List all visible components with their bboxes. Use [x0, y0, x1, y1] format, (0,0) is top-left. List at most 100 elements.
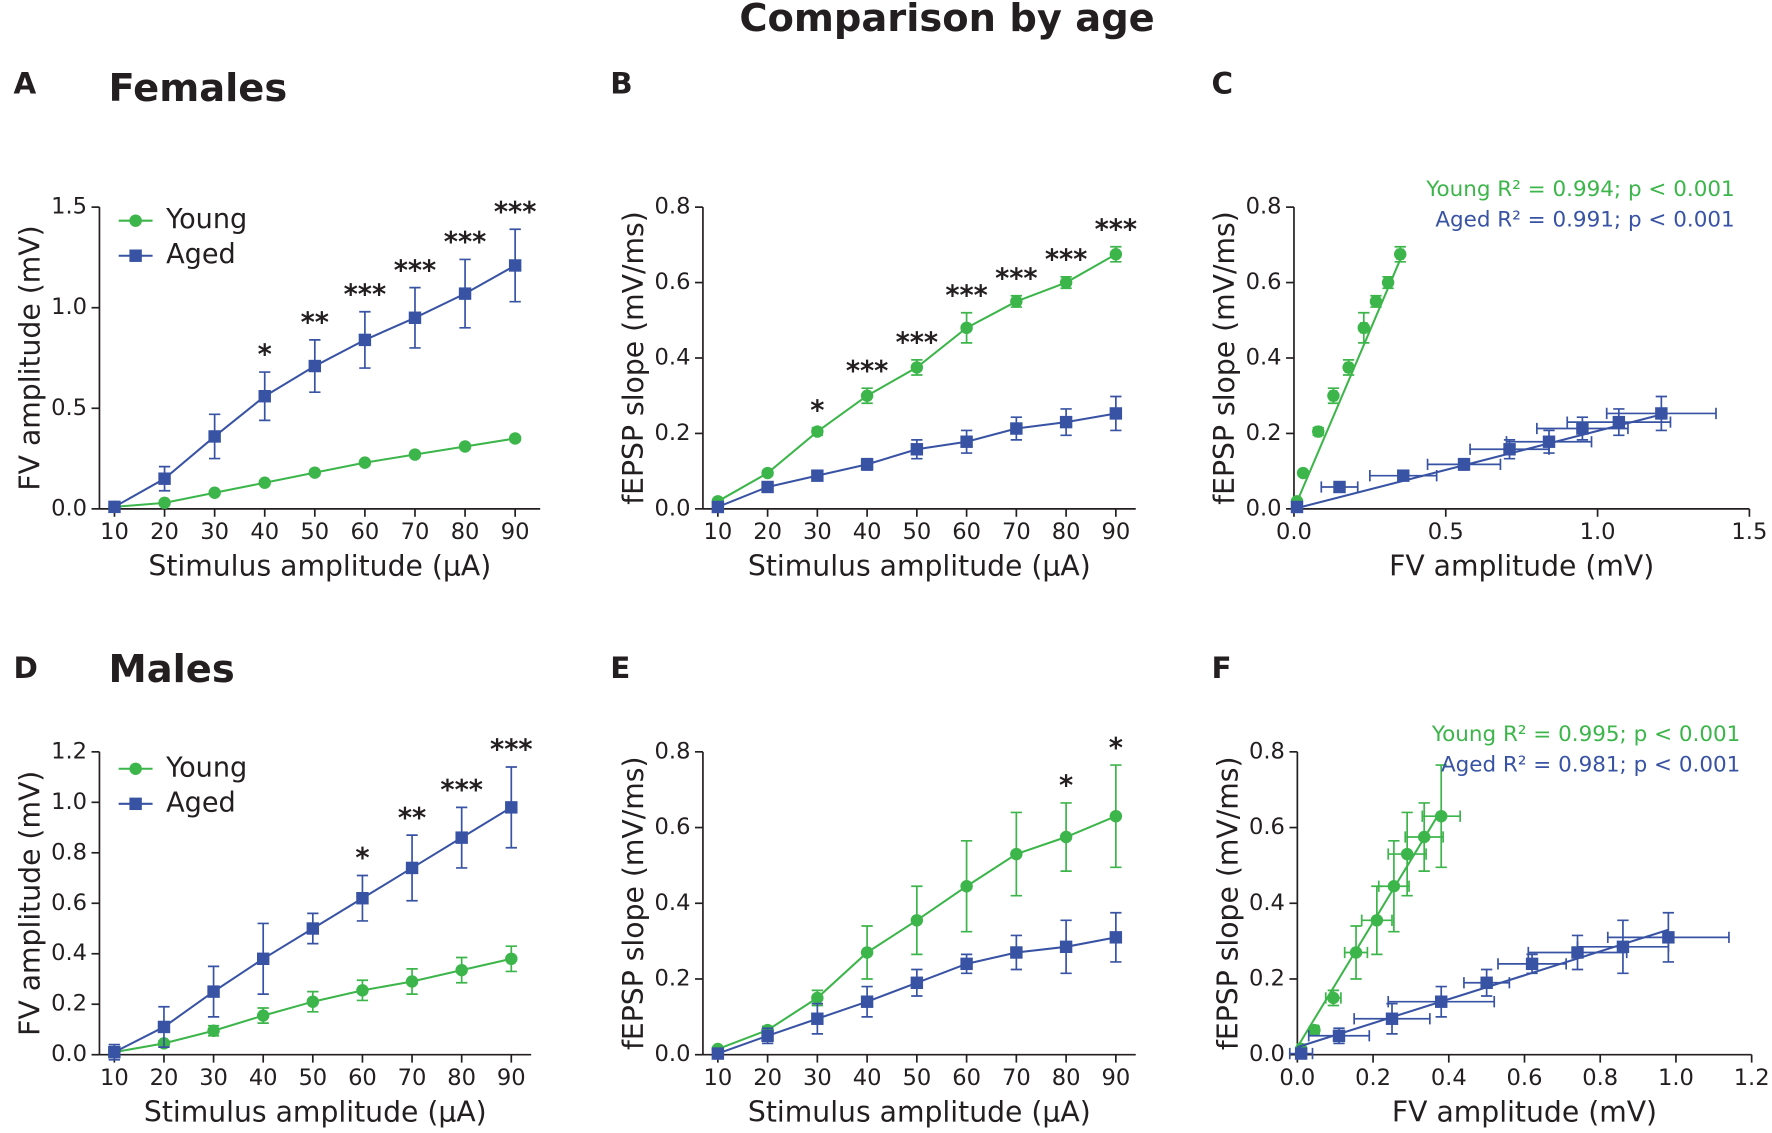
- data-point: [158, 472, 171, 485]
- x-tick-label: 20: [753, 1065, 782, 1091]
- x-axis-title: Stimulus amplitude (µA): [144, 1095, 487, 1128]
- y-tick-label: 0.8: [655, 194, 691, 220]
- data-point: [860, 946, 874, 959]
- data-point: [711, 500, 725, 514]
- data-point: [1525, 957, 1539, 971]
- data-point: [108, 500, 121, 514]
- x-tick-label: 70: [398, 1065, 427, 1091]
- data-point: [505, 952, 518, 966]
- fit-line: [1296, 815, 1439, 1048]
- significance-marker: *: [258, 340, 272, 371]
- data-point: [208, 486, 221, 499]
- y-axis-title: fEPSP slope (mV/ms): [617, 211, 650, 505]
- x-tick-label: 60: [348, 1065, 377, 1091]
- data-point: [960, 321, 973, 335]
- data-point: [1370, 914, 1384, 927]
- data-point: [405, 861, 419, 875]
- legend-marker: [129, 762, 142, 776]
- data-point: [1332, 1029, 1346, 1042]
- y-tick-label: 1.0: [51, 789, 87, 815]
- data-point: [1109, 809, 1123, 823]
- data-point: [1308, 1023, 1321, 1037]
- data-point: [108, 1045, 121, 1059]
- figure-title: Comparison by age: [739, 0, 1154, 41]
- x-tick-label: 40: [853, 519, 882, 545]
- data-point: [1327, 389, 1340, 402]
- significance-marker: ***: [1045, 245, 1088, 276]
- data-point: [158, 496, 171, 510]
- data-point: [207, 985, 220, 998]
- y-tick-label: 0.4: [1246, 344, 1282, 370]
- x-tick-label: 10: [100, 519, 129, 545]
- y-tick-label: 0.4: [1249, 890, 1285, 916]
- data-point: [1342, 361, 1355, 374]
- significance-marker: ***: [896, 328, 939, 359]
- y-tick-label: 1.2: [51, 738, 87, 764]
- data-point: [1059, 830, 1073, 844]
- data-point: [1400, 847, 1414, 861]
- data-point: [1059, 276, 1073, 289]
- significance-marker: ***: [995, 263, 1038, 294]
- data-point: [1312, 425, 1325, 438]
- data-point: [860, 995, 874, 1008]
- y-axis-title: fEPSP slope (mV/ms): [617, 756, 650, 1050]
- data-point: [1397, 469, 1410, 482]
- y-tick-label: 0.6: [655, 814, 691, 840]
- legend-label: Young: [165, 204, 247, 235]
- significance-marker: *: [1109, 733, 1123, 764]
- data-point: [1457, 458, 1471, 471]
- data-point: [1059, 415, 1073, 429]
- significance-marker: ***: [945, 280, 988, 311]
- data-point: [356, 984, 369, 997]
- significance-marker: ***: [344, 279, 387, 310]
- x-tick-label: 50: [902, 1065, 931, 1091]
- data-point: [1010, 422, 1023, 435]
- data-point: [258, 390, 271, 403]
- data-point: [1333, 480, 1346, 494]
- data-point: [207, 1024, 220, 1037]
- data-point: [811, 991, 824, 1005]
- data-point: [910, 976, 924, 989]
- panel-label: A: [14, 67, 37, 101]
- legend-label: Young: [165, 752, 247, 783]
- x-tick-label: 30: [803, 519, 832, 545]
- panel-label: F: [1211, 651, 1231, 685]
- x-tick-label: 90: [497, 1065, 526, 1091]
- y-tick-label: 0.0: [51, 495, 87, 521]
- significance-marker: *: [810, 395, 824, 426]
- y-axis-title: fEPSP slope (mV/ms): [1208, 211, 1241, 505]
- y-axis-title: fEPSP slope (mV/ms): [1212, 756, 1245, 1050]
- data-point: [811, 1012, 824, 1025]
- data-point: [960, 957, 973, 971]
- fit-statistics: Aged R² = 0.981; p < 0.001: [1441, 752, 1740, 777]
- x-tick-label: 1.0: [1658, 1065, 1694, 1091]
- data-point: [408, 311, 422, 324]
- legend-label: Aged: [166, 787, 236, 818]
- y-axis-title: FV amplitude (mV): [14, 225, 47, 490]
- data-point: [306, 995, 320, 1008]
- x-tick-label: 30: [199, 1065, 228, 1091]
- x-tick-label: 60: [351, 519, 380, 545]
- x-tick-label: 40: [250, 519, 279, 545]
- y-tick-label: 0.8: [1249, 738, 1285, 764]
- data-point: [1387, 880, 1401, 893]
- data-point: [157, 1020, 171, 1034]
- x-tick-label: 0.0: [1276, 519, 1312, 545]
- panel-label: E: [610, 651, 630, 685]
- data-point: [860, 458, 874, 471]
- x-tick-label: 70: [401, 519, 430, 545]
- x-tick-label: 80: [447, 1065, 476, 1091]
- y-tick-label: 0.0: [51, 1041, 87, 1067]
- y-tick-label: 1.0: [51, 294, 87, 320]
- data-point: [1357, 321, 1371, 335]
- x-axis-title: Stimulus amplitude (µA): [748, 550, 1091, 583]
- significance-marker: **: [398, 803, 426, 834]
- x-tick-label: 0.5: [1428, 519, 1464, 545]
- significance-marker: ***: [846, 356, 889, 387]
- y-tick-label: 0.5: [51, 395, 87, 421]
- x-tick-label: 50: [902, 519, 931, 545]
- fit-line: [1293, 251, 1405, 510]
- x-axis-title: FV amplitude (mV): [1389, 550, 1654, 583]
- y-tick-label: 0.4: [655, 890, 691, 916]
